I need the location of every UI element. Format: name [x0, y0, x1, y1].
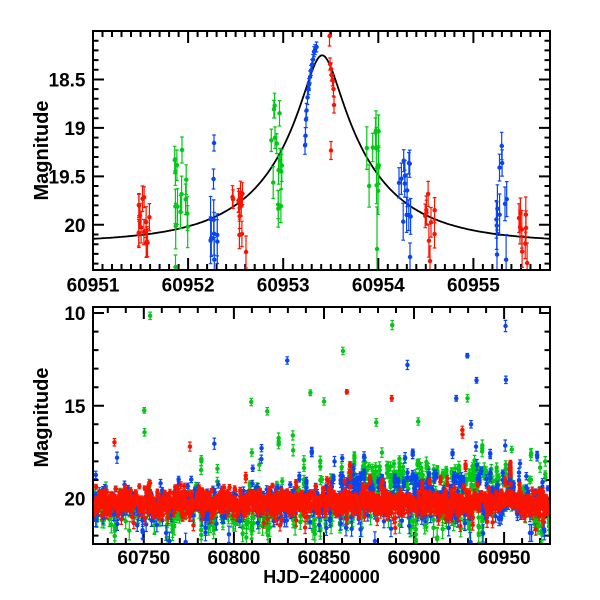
svg-text:20: 20 [64, 216, 85, 237]
svg-text:19: 19 [64, 119, 85, 140]
svg-text:Magnitude: Magnitude [31, 101, 53, 201]
svg-text:60800: 60800 [207, 548, 260, 569]
svg-text:10: 10 [64, 304, 85, 325]
svg-text:HJD−2400000: HJD−2400000 [263, 567, 380, 587]
svg-text:19.5: 19.5 [49, 167, 86, 188]
svg-text:60952: 60952 [162, 276, 215, 297]
svg-text:60953: 60953 [257, 276, 310, 297]
svg-text:60900: 60900 [388, 548, 441, 569]
svg-text:60954: 60954 [352, 276, 405, 297]
svg-text:60950: 60950 [478, 548, 531, 569]
svg-text:20: 20 [64, 490, 85, 511]
svg-text:60951: 60951 [67, 276, 120, 297]
svg-text:15: 15 [64, 397, 86, 418]
svg-text:60850: 60850 [298, 548, 351, 569]
svg-text:60750: 60750 [117, 548, 170, 569]
svg-text:60955: 60955 [447, 276, 500, 297]
svg-text:Magnitude: Magnitude [31, 368, 53, 468]
svg-text:18.5: 18.5 [49, 71, 86, 92]
